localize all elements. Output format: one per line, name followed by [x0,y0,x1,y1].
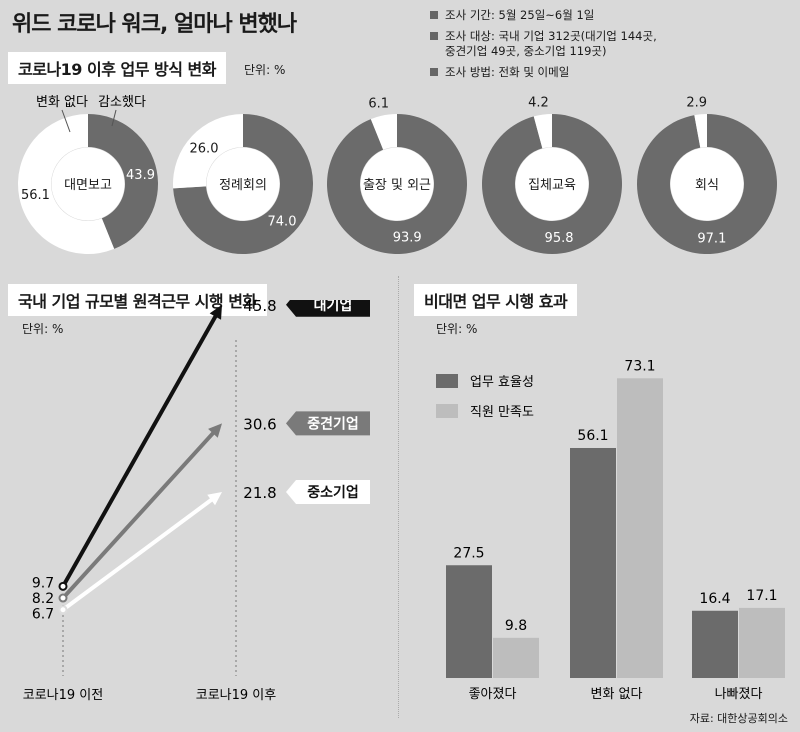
section3-unit: 단위: % [436,322,478,336]
x-label-after: 코로나19 이후 [196,688,277,703]
survey-period: 조사 기간: 5월 25일~6월 1일 [430,8,657,23]
donut-center-label: 회식 [695,178,719,193]
donut-segment-decreased [482,114,622,254]
category-label: 좋아졌다 [469,687,517,702]
series-line [61,429,217,600]
donut-center-label: 출장 및 외근 [363,178,431,193]
legend-swatch-satisfaction [436,404,458,418]
donut-value-no-change: 2.9 [686,95,707,110]
donut-value-decreased: 97.1 [697,231,726,246]
donut-segment-no-change [173,114,243,189]
series-start-label: 8.2 [32,591,54,607]
donut-value-no-change: 6.1 [368,96,389,111]
survey-period-text: 조사 기간: 5월 25일~6월 1일 [445,8,595,22]
donut-value-decreased: 74.0 [268,215,297,230]
bullet-square-icon [430,11,438,19]
series-name-label: 중견기업 [307,415,359,432]
legend-leader-line [111,109,117,127]
category-label: 나빠졌다 [715,687,763,702]
legend-satisfaction: 직원 만족도 [470,405,534,420]
series-start-point [58,605,68,615]
survey-target: 조사 대상: 국내 기업 312곳(대기업 144곳, 중견기업 49곳, 중소… [430,29,657,59]
donut-segment-decreased [637,114,777,254]
donut-segment-decreased [326,114,467,254]
donut-segment-no-change [694,114,707,148]
bar [617,378,663,678]
donut-hole [360,147,434,221]
series-name-tag [286,479,370,504]
series-start-label: 9.7 [32,575,54,591]
section2-title: 국내 기업 규모별 원격근무 시행 변화 [8,284,267,316]
donut-segment-decreased [88,114,158,249]
section2-unit: 단위: % [22,322,64,336]
series-arrowhead [207,491,222,506]
bar [739,607,785,678]
legend-decreased: 감소했다 [98,94,146,110]
section-divider [398,276,399,718]
bar [446,565,492,678]
donut-segment-decreased [173,114,313,255]
series-name-label: 대기업 [314,300,353,314]
survey-target-text: 조사 대상: 국내 기업 312곳(대기업 144곳, [445,29,657,43]
survey-target-text-2: 중견기업 49곳, 중소기업 119곳) [445,44,607,58]
donut-hole [51,147,125,221]
survey-info: 조사 기간: 5월 25일~6월 1일 조사 대상: 국내 기업 312곳(대기… [430,8,657,86]
bar-value-label: 17.1 [746,588,777,604]
bar-value-label: 16.4 [699,591,730,607]
bar-value-label: 73.1 [624,358,655,374]
series-arrowhead [209,304,222,320]
legend-swatch-efficiency [436,374,458,388]
section1-title: 코로나19 이후 업무 방식 변화 [8,52,226,84]
page-title: 위드 코로나 워크, 얼마나 변했나 [12,12,297,37]
bar-value-label: 9.8 [505,618,527,634]
legend-efficiency: 업무 효율성 [470,375,534,390]
bar [493,637,539,678]
survey-method-text: 조사 방법: 전화 및 이메일 [445,65,570,79]
donut-segment-no-change [370,114,397,150]
donut-segment-no-change [17,114,115,254]
category-label: 변화 없다 [591,687,643,702]
series-arrowhead [208,423,222,438]
section3-title: 비대면 업무 시행 효과 [414,284,578,316]
series-start-label: 6.7 [32,607,54,623]
donut-value-no-change: 4.2 [528,96,549,111]
donut-hole [515,147,589,221]
bullet-square-icon [430,68,438,76]
series-name-tag [286,300,370,317]
survey-method: 조사 방법: 전화 및 이메일 [430,65,657,80]
donut-hole [206,147,280,221]
donut-value-no-change: 26.0 [190,141,219,156]
donut-value-decreased: 93.9 [393,231,422,246]
bar-value-label: 56.1 [577,428,608,444]
series-line [61,312,219,588]
x-label-before: 코로나19 이전 [23,688,103,703]
donut-value-no-change: 56.1 [21,188,50,203]
series-end-label: 30.6 [243,415,276,433]
bullet-square-icon [430,32,438,40]
donut-value-decreased: 43.9 [126,168,155,183]
series-start-point [58,593,68,603]
series-name-tag [286,411,370,436]
donut-center-label: 대면보고 [64,178,112,193]
bar [570,447,616,678]
bar-value-label: 27.5 [453,545,484,561]
source-note: 자료: 대한상공회의소 [689,712,788,725]
series-end-label: 45.8 [243,300,276,315]
donut-center-label: 집체교육 [528,178,576,193]
donut-center-label: 정례회의 [219,178,267,193]
legend-no-change: 변화 없다 [36,95,88,110]
donut-hole [670,147,744,221]
series-end-label: 21.8 [243,484,276,502]
donut-value-decreased: 95.8 [545,231,574,246]
series-start-point [58,581,68,591]
legend-leader-line [61,109,71,133]
donut-charts: 대면보고 43.9 56.1 정례회의 74.0 26.0 출장 및 외근 93.9 6.1 집체… [17,94,777,255]
section1-unit: 단위: % [244,63,286,77]
bar [692,610,738,678]
line-chart: 코로나19 이전 코로나19 이후 9.7 45.8 대기업 8.2 30.6 중견기업 6.7… [23,300,370,703]
series-line [61,496,216,612]
donut-segment-no-change [533,114,552,149]
series-name-label: 중소기업 [307,485,359,501]
